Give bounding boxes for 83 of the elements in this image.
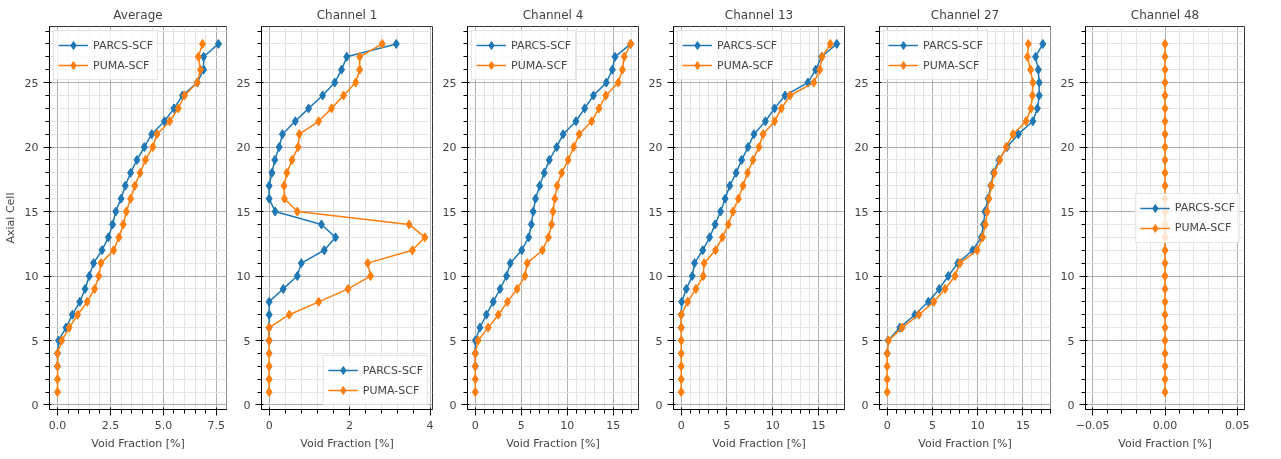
y-tick-label: 5 [861,334,869,348]
x-tick-label: 15 [1015,418,1030,432]
y-tick-label: 10 [236,270,251,284]
x-axis-title: Void Fraction [%] [712,436,806,450]
x-tick-label: 0.05 [1225,418,1250,432]
legend-label: PUMA-SCF [923,58,980,72]
legend-label: PARCS-SCF [93,38,154,52]
y-tick-label: 15 [854,205,869,219]
x-tick-label: −0.05 [1075,418,1110,432]
y-tick-label: 10 [648,270,663,284]
x-tick-label: 4 [426,418,434,432]
legend-label: PARCS-SCF [1174,201,1235,214]
y-tick-label: 10 [442,270,457,284]
legend-label: PUMA-SCF [717,58,774,72]
x-tick-label: 0 [677,418,685,432]
y-tick-label: 20 [648,141,663,155]
y-axis-title: Axial Cell [3,192,17,244]
x-axis-title: Void Fraction [%] [918,436,1012,450]
y-tick-label: 15 [1060,205,1075,219]
y-tick-label: 20 [442,141,457,155]
x-tick-label: 5.0 [154,418,173,432]
chart-title: Channel 4 [522,7,584,22]
legend-label: PARCS-SCF [362,363,423,377]
x-tick-label: 10 [970,418,985,432]
y-tick-label: 0 [655,398,663,412]
y-tick-label: 0 [449,398,457,412]
x-tick-label: 0.00 [1152,418,1178,432]
x-tick-label: 15 [811,418,826,432]
x-tick-label: 10 [560,418,575,432]
y-tick-label: 25 [1060,76,1075,90]
x-tick-label: 5 [928,418,936,432]
x-axis-title: Void Fraction [%] [91,436,185,450]
y-tick-label: 0 [861,398,869,412]
legend-label: PARCS-SCF [923,38,984,52]
y-tick-label: 15 [236,205,251,219]
legend-label: PUMA-SCF [362,383,420,397]
x-axis-title: Void Fraction [%] [300,436,394,450]
y-tick-label: 5 [243,334,251,348]
y-tick-label: 15 [24,205,39,219]
x-tick-label: 0 [265,418,273,432]
legend-label: PUMA-SCF [511,58,568,72]
y-tick-label: 20 [1060,141,1075,155]
y-tick-label: 10 [24,270,39,284]
y-tick-label: 20 [24,141,39,155]
x-axis-title: Void Fraction [%] [506,436,600,450]
y-tick-label: 10 [854,270,869,284]
y-tick-label: 10 [1060,270,1075,284]
y-tick-label: 25 [236,76,251,90]
y-tick-label: 15 [648,205,663,219]
x-tick-label: 0 [883,418,891,432]
chart-title: Average [113,7,163,22]
x-axis-title: Void Fraction [%] [1118,436,1212,450]
chart-title: Channel 1 [316,7,378,22]
x-tick-label: 2.5 [101,418,120,432]
legend-label: PARCS-SCF [511,38,572,52]
y-tick-label: 25 [854,76,869,90]
y-tick-label: 0 [31,398,39,412]
chart-title: Channel 48 [1130,7,1200,22]
x-tick-label: 2 [346,418,354,432]
y-tick-label: 20 [854,141,869,155]
x-tick-label: 10 [765,418,780,432]
y-tick-label: 15 [442,205,457,219]
x-tick-label: 0 [471,418,479,432]
y-tick-label: 5 [1067,334,1075,348]
chart-title: Channel 27 [930,7,1000,22]
y-tick-label: 20 [236,141,251,155]
x-tick-label: 0.0 [48,418,67,432]
y-tick-label: 25 [648,76,663,90]
y-tick-label: 5 [31,334,39,348]
y-tick-label: 5 [449,334,457,348]
legend-label: PUMA-SCF [1174,221,1232,234]
y-tick-label: 5 [655,334,663,348]
x-tick-label: 7.5 [207,418,226,432]
x-tick-label: 5 [517,418,525,432]
y-tick-label: 25 [24,76,39,90]
y-tick-label: 0 [1067,398,1075,412]
y-tick-label: 25 [442,76,457,90]
y-tick-label: 0 [243,398,251,412]
x-tick-label: 15 [606,418,621,432]
x-tick-label: 5 [723,418,731,432]
legend-label: PUMA-SCF [93,58,150,72]
chart-title: Channel 13 [724,7,794,22]
legend-label: PARCS-SCF [717,38,778,52]
